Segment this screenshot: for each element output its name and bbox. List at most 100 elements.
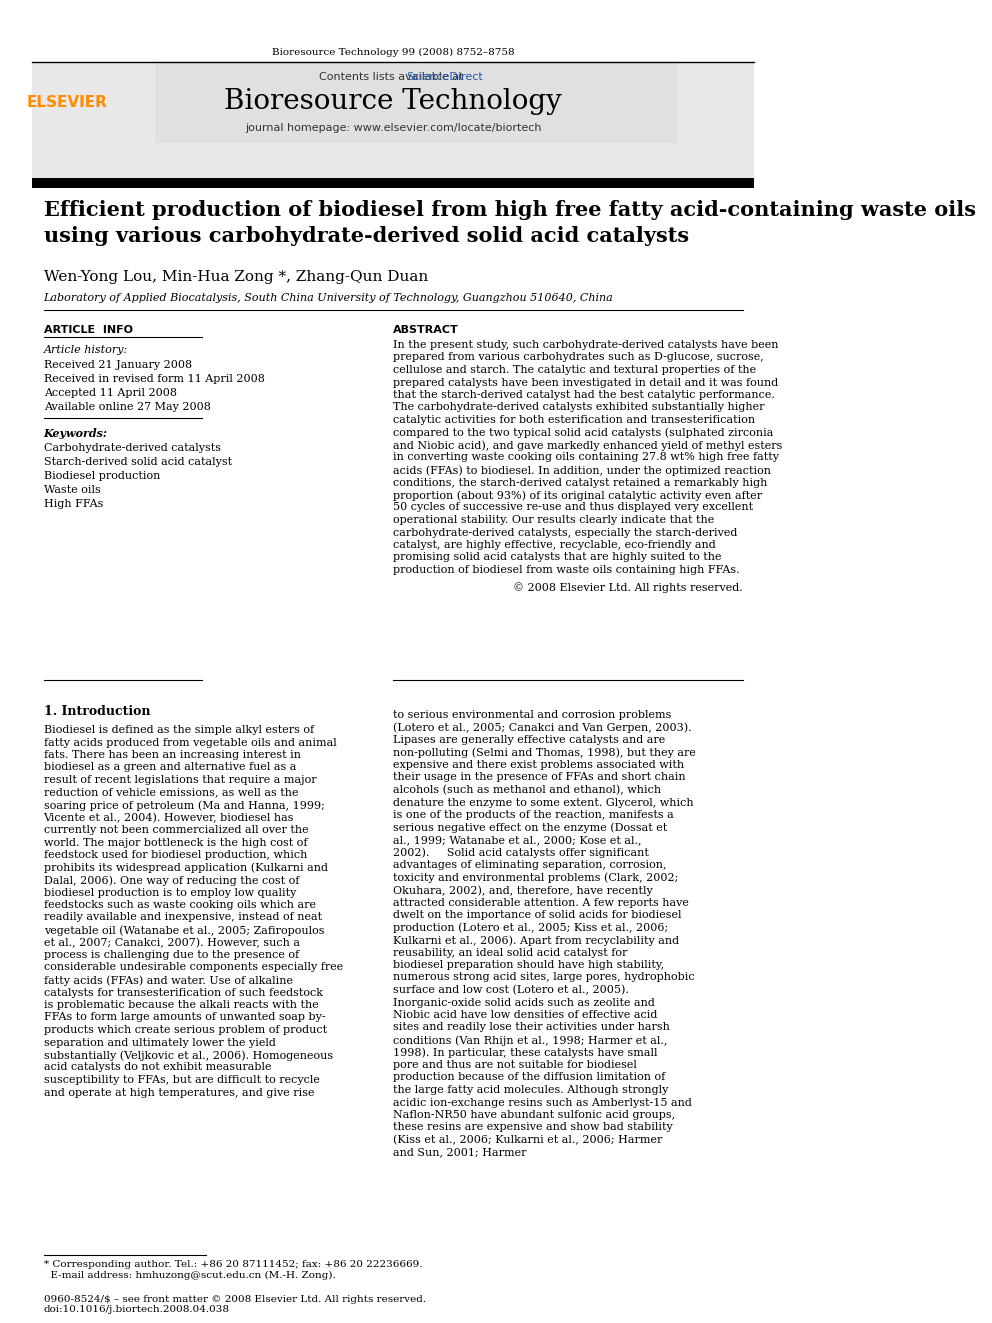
Text: susceptibility to FFAs, but are difficult to recycle: susceptibility to FFAs, but are difficul… [44,1076,319,1085]
Text: is one of the products of the reaction, manifests a: is one of the products of the reaction, … [393,810,674,820]
Text: Okuhara, 2002), and, therefore, have recently: Okuhara, 2002), and, therefore, have rec… [393,885,653,896]
Text: journal homepage: www.elsevier.com/locate/biortech: journal homepage: www.elsevier.com/locat… [245,123,542,134]
Text: (Kiss et al., 2006; Kulkarni et al., 2006; Harmer: (Kiss et al., 2006; Kulkarni et al., 200… [393,1135,663,1146]
Text: promising solid acid catalysts that are highly suited to the: promising solid acid catalysts that are … [393,553,721,562]
Text: operational stability. Our results clearly indicate that the: operational stability. Our results clear… [393,515,714,525]
Text: production because of the diffusion limitation of: production because of the diffusion limi… [393,1073,666,1082]
Text: and operate at high temperatures, and give rise: and operate at high temperatures, and gi… [44,1088,314,1098]
Text: Available online 27 May 2008: Available online 27 May 2008 [44,402,210,411]
Text: feedstocks such as waste cooking oils which are: feedstocks such as waste cooking oils wh… [44,900,315,910]
Text: carbohydrate-derived catalysts, especially the starch-derived: carbohydrate-derived catalysts, especial… [393,528,737,537]
Text: biodiesel as a green and alternative fuel as a: biodiesel as a green and alternative fue… [44,762,296,773]
Text: The carbohydrate-derived catalysts exhibited substantially higher: The carbohydrate-derived catalysts exhib… [393,402,765,413]
Text: products which create serious problem of product: products which create serious problem of… [44,1025,326,1035]
Text: (Lotero et al., 2005; Canakci and Van Gerpen, 2003).: (Lotero et al., 2005; Canakci and Van Ge… [393,722,691,733]
Text: Keywords:: Keywords: [44,429,107,439]
Text: biodiesel production is to employ low quality: biodiesel production is to employ low qu… [44,888,296,897]
Text: fatty acids (FFAs) and water. Use of alkaline: fatty acids (FFAs) and water. Use of alk… [44,975,293,986]
Text: Received in revised form 11 April 2008: Received in revised form 11 April 2008 [44,374,265,384]
Text: Bioresource Technology: Bioresource Technology [224,89,561,115]
Text: production of biodiesel from waste oils containing high FFAs.: production of biodiesel from waste oils … [393,565,740,576]
Text: reduction of vehicle emissions, as well as the: reduction of vehicle emissions, as well … [44,787,298,798]
Text: world. The major bottleneck is the high cost of: world. The major bottleneck is the high … [44,837,308,848]
Bar [155,64,678,143]
Text: and Niobic acid), and gave markedly enhanced yield of methyl esters: and Niobic acid), and gave markedly enha… [393,441,783,451]
Text: Accepted 11 April 2008: Accepted 11 April 2008 [44,388,177,398]
Text: Biodiesel is defined as the simple alkyl esters of: Biodiesel is defined as the simple alkyl… [44,725,313,736]
Text: Laboratory of Applied Biocatalysis, South China University of Technology, Guangz: Laboratory of Applied Biocatalysis, Sout… [44,292,613,303]
Text: prohibits its widespread application (Kulkarni and: prohibits its widespread application (Ku… [44,863,327,873]
Text: and Sun, 2001; Harmer: and Sun, 2001; Harmer [393,1147,527,1158]
Text: prepared catalysts have been investigated in detail and it was found: prepared catalysts have been investigate… [393,377,779,388]
Text: soaring price of petroleum (Ma and Hanna, 1999;: soaring price of petroleum (Ma and Hanna… [44,800,324,811]
Text: Kulkarni et al., 2006). Apart from recyclability and: Kulkarni et al., 2006). Apart from recyc… [393,935,680,946]
Text: production (Lotero et al., 2005; Kiss et al., 2006;: production (Lotero et al., 2005; Kiss et… [393,922,669,933]
Text: ARTICLE  INFO: ARTICLE INFO [44,325,133,335]
Text: reusability, an ideal solid acid catalyst for: reusability, an ideal solid acid catalys… [393,947,628,958]
Text: Efficient production of biodiesel from high free fatty acid-containing waste oil: Efficient production of biodiesel from h… [44,200,975,246]
Text: that the starch-derived catalyst had the best catalytic performance.: that the starch-derived catalyst had the… [393,390,775,400]
Text: Carbohydrate-derived catalysts: Carbohydrate-derived catalysts [44,443,220,452]
Text: Bioresource Technology 99 (2008) 8752–8758: Bioresource Technology 99 (2008) 8752–87… [272,48,515,57]
Text: is problematic because the alkali reacts with the: is problematic because the alkali reacts… [44,1000,318,1009]
Text: Lipases are generally effective catalysts and are: Lipases are generally effective catalyst… [393,736,666,745]
Text: Dalal, 2006). One way of reducing the cost of: Dalal, 2006). One way of reducing the co… [44,875,299,885]
Text: process is challenging due to the presence of: process is challenging due to the presen… [44,950,299,960]
Text: conditions (Van Rhijn et al., 1998; Harmer et al.,: conditions (Van Rhijn et al., 1998; Harm… [393,1035,668,1045]
Text: conditions, the starch-derived catalyst retained a remarkably high: conditions, the starch-derived catalyst … [393,478,768,487]
Text: substantially (Veljkovic et al., 2006). Homogeneous: substantially (Veljkovic et al., 2006). … [44,1050,332,1061]
Text: acidic ion-exchange resins such as Amberlyst-15 and: acidic ion-exchange resins such as Amber… [393,1098,692,1107]
Text: these resins are expensive and show bad stability: these resins are expensive and show bad … [393,1122,673,1132]
Text: catalysts for transesterification of such feedstock: catalysts for transesterification of suc… [44,987,322,998]
Text: Article history:: Article history: [44,345,128,355]
Text: compared to the two typical solid acid catalysts (sulphated zirconia: compared to the two typical solid acid c… [393,427,774,438]
Text: ABSTRACT: ABSTRACT [393,325,459,335]
Text: expensive and there exist problems associated with: expensive and there exist problems assoc… [393,759,684,770]
Text: separation and ultimately lower the yield: separation and ultimately lower the yiel… [44,1037,276,1048]
Text: Wen-Yong Lou, Min-Hua Zong *, Zhang-Qun Duan: Wen-Yong Lou, Min-Hua Zong *, Zhang-Qun … [44,270,428,284]
Text: considerable undesirable components especially free: considerable undesirable components espe… [44,963,343,972]
Bar [32,179,755,188]
Text: surface and low cost (Lotero et al., 2005).: surface and low cost (Lotero et al., 200… [393,986,629,995]
Text: sites and readily lose their activities under harsh: sites and readily lose their activities … [393,1023,670,1032]
Text: al., 1999; Watanabe et al., 2000; Kose et al.,: al., 1999; Watanabe et al., 2000; Kose e… [393,835,642,845]
Text: * Corresponding author. Tel.: +86 20 87111452; fax: +86 20 22236669.
  E-mail ad: * Corresponding author. Tel.: +86 20 871… [44,1259,422,1279]
Text: ELSEVIER: ELSEVIER [27,95,108,110]
Text: acid catalysts do not exhibit measurable: acid catalysts do not exhibit measurable [44,1062,271,1073]
Text: attracted considerable attention. A few reports have: attracted considerable attention. A few … [393,897,689,908]
Text: feedstock used for biodiesel production, which: feedstock used for biodiesel production,… [44,849,307,860]
Text: FFAs to form large amounts of unwanted soap by-: FFAs to form large amounts of unwanted s… [44,1012,325,1023]
Text: readily available and inexpensive, instead of neat: readily available and inexpensive, inste… [44,913,321,922]
Text: catalyst, are highly effective, recyclable, eco-friendly and: catalyst, are highly effective, recyclab… [393,540,716,550]
Text: result of recent legislations that require a major: result of recent legislations that requi… [44,775,316,785]
Text: pore and thus are not suitable for biodiesel: pore and thus are not suitable for biodi… [393,1060,637,1070]
Text: fatty acids produced from vegetable oils and animal: fatty acids produced from vegetable oils… [44,737,336,747]
Text: toxicity and environmental problems (Clark, 2002;: toxicity and environmental problems (Cla… [393,872,679,882]
Text: In the present study, such carbohydrate-derived catalysts have been: In the present study, such carbohydrate-… [393,340,779,351]
Text: their usage in the presence of FFAs and short chain: their usage in the presence of FFAs and … [393,773,685,782]
Text: cellulose and starch. The catalytic and textural properties of the: cellulose and starch. The catalytic and … [393,365,756,374]
Text: the large fatty acid molecules. Although strongly: the large fatty acid molecules. Although… [393,1085,669,1095]
Text: Niobic acid have low densities of effective acid: Niobic acid have low densities of effect… [393,1009,658,1020]
Text: fats. There has been an increasing interest in: fats. There has been an increasing inter… [44,750,301,759]
Text: Starch-derived solid acid catalyst: Starch-derived solid acid catalyst [44,456,232,467]
Text: Received 21 January 2008: Received 21 January 2008 [44,360,191,370]
Text: vegetable oil (Watanabe et al., 2005; Zafiropoulos: vegetable oil (Watanabe et al., 2005; Za… [44,925,324,935]
Text: advantages of eliminating separation, corrosion,: advantages of eliminating separation, co… [393,860,667,871]
Text: ScienceDirect: ScienceDirect [406,71,482,82]
Text: non-polluting (Selmi and Thomas, 1998), but they are: non-polluting (Selmi and Thomas, 1998), … [393,747,696,758]
Text: alcohols (such as methanol and ethanol), which: alcohols (such as methanol and ethanol),… [393,785,662,795]
Text: Vicente et al., 2004). However, biodiesel has: Vicente et al., 2004). However, biodiese… [44,812,294,823]
Text: to serious environmental and corrosion problems: to serious environmental and corrosion p… [393,710,672,720]
Text: serious negative effect on the enzyme (Dossat et: serious negative effect on the enzyme (D… [393,823,668,833]
Text: numerous strong acid sites, large pores, hydrophobic: numerous strong acid sites, large pores,… [393,972,694,983]
Text: in converting waste cooking oils containing 27.8 wt% high free fatty: in converting waste cooking oils contain… [393,452,779,463]
Text: catalytic activities for both esterification and transesterification: catalytic activities for both esterifica… [393,415,755,425]
Text: Inorganic-oxide solid acids such as zeolite and: Inorganic-oxide solid acids such as zeol… [393,998,655,1008]
Text: Naflon-NR50 have abundant sulfonic acid groups,: Naflon-NR50 have abundant sulfonic acid … [393,1110,676,1121]
Text: denature the enzyme to some extent. Glycerol, which: denature the enzyme to some extent. Glyc… [393,798,693,807]
Bar [32,64,755,179]
Text: 0960-8524/$ – see front matter © 2008 Elsevier Ltd. All rights reserved.
doi:10.: 0960-8524/$ – see front matter © 2008 El… [44,1295,426,1314]
Text: currently not been commercialized all over the: currently not been commercialized all ov… [44,826,309,835]
Text: Waste oils: Waste oils [44,486,100,495]
